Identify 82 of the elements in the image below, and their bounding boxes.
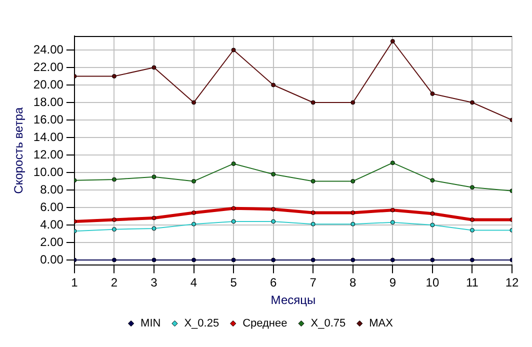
point bbox=[430, 258, 435, 262]
point bbox=[430, 211, 435, 216]
y-tick-label: 8.00 bbox=[40, 182, 64, 196]
point bbox=[390, 258, 395, 262]
y-tick-label: 2.00 bbox=[40, 234, 64, 249]
point bbox=[271, 206, 276, 212]
y-tick-label: 22.00 bbox=[33, 60, 64, 74]
point bbox=[350, 178, 356, 184]
legend-label: MIN bbox=[140, 318, 161, 330]
point bbox=[152, 65, 156, 70]
point bbox=[390, 160, 395, 166]
x-axis-title: Месяцы bbox=[270, 293, 316, 308]
y-tick-label: 14.00 bbox=[33, 130, 64, 144]
point bbox=[470, 217, 474, 222]
point bbox=[470, 228, 474, 232]
point bbox=[271, 219, 276, 224]
point bbox=[192, 100, 196, 105]
point bbox=[231, 206, 236, 211]
x-tick-label: 7 bbox=[310, 276, 317, 290]
point bbox=[310, 222, 316, 226]
point bbox=[231, 161, 236, 166]
point bbox=[112, 74, 116, 78]
point bbox=[192, 258, 196, 262]
x-tick-label: 2 bbox=[110, 276, 118, 290]
x-tick-label: 3 bbox=[150, 276, 158, 290]
point bbox=[112, 217, 116, 222]
point bbox=[152, 216, 156, 220]
point bbox=[112, 258, 116, 262]
point bbox=[310, 258, 316, 262]
point bbox=[350, 100, 356, 105]
point bbox=[350, 258, 356, 262]
point bbox=[350, 222, 356, 226]
point bbox=[390, 39, 395, 44]
y-tick-label: 24.00 bbox=[33, 42, 64, 56]
x-tick-label: 1 bbox=[71, 276, 78, 290]
point bbox=[192, 210, 196, 215]
point bbox=[192, 178, 196, 184]
x-tick-label: 12 bbox=[505, 276, 519, 290]
y-tick-label: 20.00 bbox=[33, 77, 64, 92]
point bbox=[192, 222, 196, 226]
point bbox=[430, 91, 435, 96]
x-tick-label: 10 bbox=[426, 276, 440, 290]
x-tick-label: 9 bbox=[389, 276, 396, 290]
point bbox=[470, 100, 474, 105]
point bbox=[152, 226, 156, 231]
x-tick-label: 8 bbox=[350, 276, 357, 290]
point bbox=[310, 178, 316, 184]
y-tick-label: 4.00 bbox=[40, 217, 64, 232]
point bbox=[470, 185, 474, 190]
point bbox=[231, 258, 236, 262]
y-tick-label: 10.00 bbox=[33, 164, 64, 179]
point bbox=[350, 210, 356, 215]
point bbox=[390, 220, 395, 225]
point bbox=[310, 210, 316, 215]
point bbox=[310, 100, 316, 105]
y-tick-label: 6.00 bbox=[40, 200, 64, 214]
point bbox=[112, 227, 116, 232]
y-tick-label: 18.00 bbox=[33, 94, 64, 109]
legend-label: MAX bbox=[369, 318, 394, 330]
point bbox=[152, 174, 156, 180]
point bbox=[231, 219, 236, 224]
legend-label: X_0.75 bbox=[310, 318, 346, 330]
point bbox=[231, 48, 236, 52]
point bbox=[470, 258, 474, 262]
y-tick-label: 12.00 bbox=[33, 147, 64, 162]
point bbox=[430, 178, 435, 183]
point bbox=[390, 208, 395, 212]
y-axis-title: Скорость ветра bbox=[12, 107, 26, 194]
x-tick-label: 4 bbox=[190, 276, 198, 290]
point bbox=[112, 177, 116, 182]
point bbox=[271, 82, 276, 88]
legend-label: Среднее bbox=[242, 318, 288, 330]
x-tick-label: 6 bbox=[270, 276, 277, 290]
y-tick-label: 16.00 bbox=[33, 112, 64, 126]
point bbox=[271, 258, 276, 262]
x-tick-label: 11 bbox=[466, 276, 479, 290]
point bbox=[430, 222, 435, 228]
point bbox=[271, 172, 276, 176]
x-tick-label: 5 bbox=[230, 276, 238, 290]
legend-label: X_0.25 bbox=[184, 318, 220, 330]
y-tick-label: 0.00 bbox=[40, 252, 64, 266]
point bbox=[152, 258, 156, 262]
